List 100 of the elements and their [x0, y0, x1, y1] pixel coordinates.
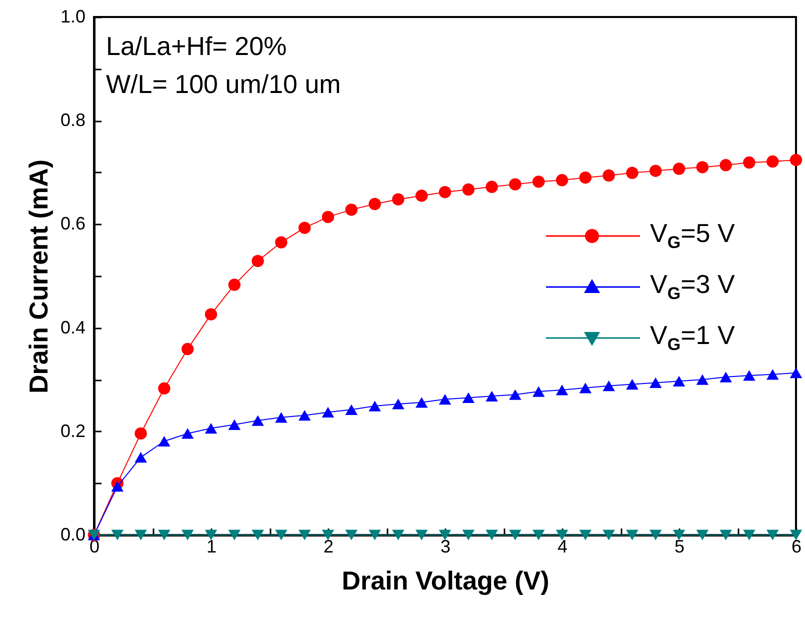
- point: [252, 530, 264, 540]
- point: [368, 530, 381, 540]
- point: [415, 530, 428, 540]
- point: [556, 174, 568, 186]
- point: [509, 178, 522, 190]
- point: [111, 530, 124, 540]
- point: [462, 392, 475, 404]
- point: [181, 530, 194, 540]
- x-tick-label: 1: [206, 536, 217, 556]
- point: [743, 530, 756, 540]
- point: [298, 530, 311, 540]
- point: [462, 530, 475, 540]
- point: [579, 171, 592, 184]
- x-axis-title: Drain Voltage (V): [342, 566, 550, 596]
- point: [766, 155, 779, 168]
- point: [556, 530, 568, 540]
- point: [322, 406, 334, 418]
- annotation: W/L= 100 um/10 um: [106, 69, 341, 99]
- point: [204, 308, 218, 320]
- annotation: La/La+Hf= 20%: [106, 31, 287, 61]
- point: [158, 436, 170, 447]
- point: [392, 530, 404, 540]
- point: [579, 530, 592, 540]
- point: [298, 410, 311, 421]
- point: [743, 370, 756, 381]
- point: [252, 415, 264, 426]
- point: [158, 382, 170, 395]
- point: [602, 530, 615, 540]
- point: [720, 530, 732, 540]
- point: [790, 154, 802, 166]
- point: [252, 254, 264, 268]
- point: [111, 481, 124, 492]
- point: [462, 183, 475, 196]
- point: [181, 342, 194, 356]
- point: [181, 428, 194, 439]
- point: [626, 530, 638, 540]
- point: [626, 378, 638, 390]
- point: [438, 394, 452, 405]
- point: [672, 162, 686, 175]
- point: [134, 452, 147, 463]
- point: [322, 210, 334, 224]
- point: [134, 530, 147, 540]
- x-tick-label: 5: [674, 536, 685, 556]
- point: [649, 530, 662, 540]
- legend-label: V$_{G}$=1 V: [650, 320, 735, 356]
- point: [743, 156, 756, 169]
- point: [602, 380, 615, 392]
- point: [649, 377, 662, 388]
- point: [275, 236, 288, 248]
- x-tick-label: 2: [323, 536, 334, 556]
- point: [345, 404, 358, 415]
- point: [275, 530, 288, 540]
- point: [696, 374, 709, 385]
- point: [766, 369, 779, 380]
- point: [415, 397, 428, 408]
- x-tick-label: 6: [791, 536, 802, 556]
- x-tick-label: 3: [440, 536, 451, 556]
- point: [158, 530, 170, 540]
- point: [486, 390, 498, 402]
- y-tick-label: 1.0: [60, 6, 86, 26]
- point: [368, 400, 381, 412]
- point: [509, 389, 522, 400]
- point: [134, 427, 147, 440]
- point: [672, 376, 686, 386]
- y-tick-label: 0.2: [60, 420, 86, 441]
- point: [204, 422, 218, 434]
- point: [696, 530, 709, 540]
- point: [720, 372, 732, 382]
- point: [228, 278, 241, 291]
- point: [392, 193, 404, 206]
- y-tick-label: 0.8: [60, 110, 86, 130]
- point: [438, 530, 452, 540]
- point: [696, 161, 709, 174]
- point: [556, 384, 568, 396]
- point: [790, 368, 802, 378]
- y-tick-label: 0.6: [60, 214, 86, 234]
- point: [275, 412, 288, 423]
- point: [532, 530, 545, 540]
- y-tick-label: 0.4: [60, 317, 86, 338]
- point: [602, 169, 615, 182]
- x-tick-label: 4: [557, 536, 568, 556]
- point: [720, 159, 732, 172]
- point: [345, 204, 358, 216]
- point: [532, 176, 545, 188]
- point: [579, 382, 592, 394]
- y-tick-label: 0.0: [60, 524, 86, 544]
- point: [486, 530, 498, 540]
- point: [626, 166, 638, 180]
- point: [392, 398, 404, 410]
- point: [672, 530, 686, 540]
- point: [228, 530, 241, 540]
- legend-label: V$_{G}$=5 V: [650, 218, 735, 254]
- y-axis-title: Drain Current (mA): [23, 159, 54, 394]
- point: [322, 530, 334, 540]
- point: [298, 222, 311, 234]
- point: [509, 530, 522, 540]
- point: [204, 530, 218, 540]
- point: [532, 386, 545, 397]
- point: [766, 530, 779, 540]
- point: [345, 530, 358, 540]
